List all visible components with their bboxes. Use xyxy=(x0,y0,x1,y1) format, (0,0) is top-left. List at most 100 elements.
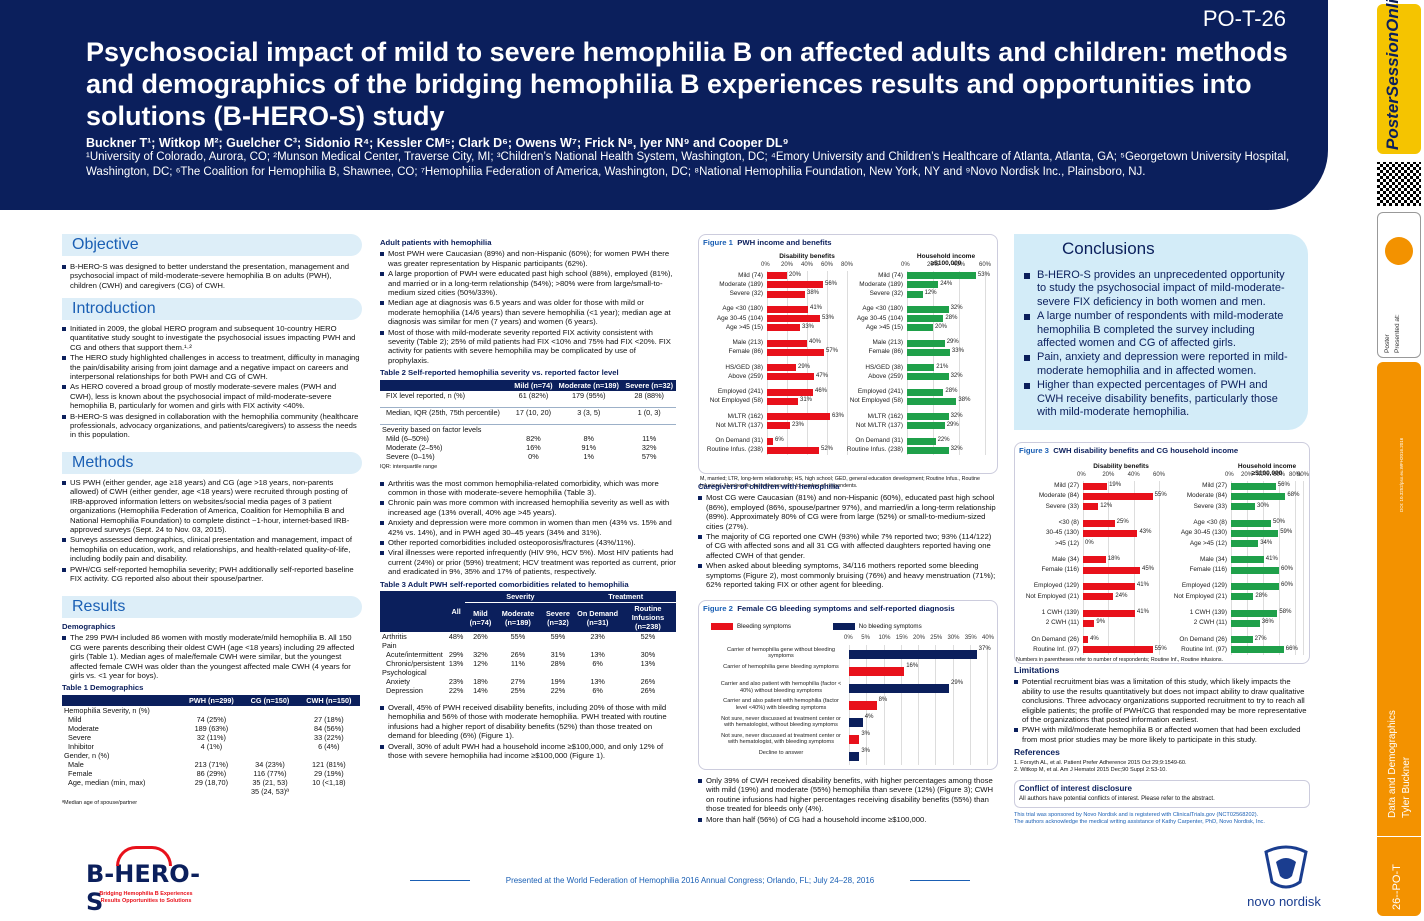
logo-arc xyxy=(116,846,172,866)
bar-value-label: 21% xyxy=(936,363,949,370)
category-label: Employed (129) xyxy=(1033,582,1079,590)
bar xyxy=(1231,540,1259,548)
bar xyxy=(767,364,796,372)
bar-value-label: 28% xyxy=(1255,592,1268,599)
bar xyxy=(1231,529,1279,537)
table-cell: 13% xyxy=(448,659,464,669)
bar-value-label: 29% xyxy=(798,363,811,370)
bar-value-label: 28% xyxy=(945,314,958,321)
table-row: Severity based on factor levels xyxy=(380,425,676,435)
table-cell xyxy=(242,724,297,733)
axis-tick-label: 20% xyxy=(913,635,926,641)
figure1-income-chart: Household income ≥$100,000 0% 20% 40% 60% Mil… xyxy=(847,253,991,455)
bar-value-label: 29% xyxy=(946,421,959,428)
bar-value-label: 30% xyxy=(1257,502,1270,509)
bar xyxy=(767,422,790,430)
axis-tick-label: 40% xyxy=(1257,472,1270,478)
bar-value-label: 33% xyxy=(802,323,815,330)
qr-code-icon[interactable] xyxy=(1377,162,1421,206)
bar-value-label: 25% xyxy=(1116,519,1129,525)
comorbidity-item: Other reported comorbidities included os… xyxy=(380,538,676,547)
category-label: Routine Infus. (238) xyxy=(846,446,903,454)
comorbidity-item: Anxiety and depression were more common … xyxy=(380,518,676,537)
bar xyxy=(907,324,933,332)
category-label: Not M/LTR (137) xyxy=(715,421,763,429)
table1-caption: Table 1 Demographics xyxy=(62,683,144,693)
category-label: Age <30 (8) xyxy=(1193,519,1227,526)
bar xyxy=(907,413,949,421)
category-label: Severe (33) xyxy=(1045,502,1079,510)
table-cell: 13% xyxy=(640,659,656,669)
table-cell xyxy=(242,733,297,742)
bar-value-label: 40% xyxy=(809,339,822,346)
table-cell: Female xyxy=(68,768,93,778)
category-label: Age 30-45 (104) xyxy=(856,314,903,322)
table-header-cell: All xyxy=(446,591,466,633)
table-row: Gender, n (%) xyxy=(62,751,360,760)
results-item: The 299 PWH included 86 women with mostl… xyxy=(62,633,360,680)
figure3: Figure 3 CWH disability benefits and CG … xyxy=(1014,442,1310,664)
category-label: 2 CWH (11) xyxy=(1045,619,1079,627)
bar-value-label: 20% xyxy=(935,323,948,330)
axis-tick-label: 0% xyxy=(844,635,853,641)
table2-note: IQR: interquartile range xyxy=(380,464,438,471)
table-cell xyxy=(575,668,619,677)
category-label: Not sure, never discussed at treatment c… xyxy=(721,732,841,746)
bar-value-label: 45% xyxy=(1142,566,1155,573)
legend-bleeding: Bleeding symptoms xyxy=(737,623,791,631)
category-label: Carrier and also patient with hemophilia… xyxy=(720,681,842,694)
table-header-cell: CG (n=150) xyxy=(242,694,298,706)
table-row: Severe (0–1%) 0% 1% 57% xyxy=(380,452,676,461)
category-label: On Demand (31) xyxy=(715,437,763,445)
bar-value-label: 58% xyxy=(1279,609,1292,615)
category-label: Routine Infus. (238) xyxy=(706,446,763,454)
table-header-cell: Routine Infusions (n=238) xyxy=(619,602,676,633)
methods-item: PWH/CG self-reported hemophilia severity… xyxy=(62,565,360,584)
table-cell: 29 (19%) xyxy=(314,768,344,778)
table-cell: Psychological xyxy=(382,668,427,678)
bar xyxy=(767,290,805,298)
bar-value-label: 37% xyxy=(978,645,991,652)
table3-comorbidities: All Severity Treatment Mild (n=74) Moderate … xyxy=(380,591,676,695)
table-cell xyxy=(620,668,676,677)
figure3-title-text: CWH disability benefits and CG household… xyxy=(1053,446,1239,455)
comorbidity-item: Chronic pain was more common with increa… xyxy=(380,498,676,517)
table-cell: Male xyxy=(68,759,84,769)
chart-title: Disability benefits xyxy=(1093,463,1149,470)
bar xyxy=(849,718,863,728)
figure1: Figure 1 PWH income and benefits Disabil… xyxy=(698,234,998,474)
table-cell: 31% xyxy=(550,650,566,660)
bar-value-label: 56% xyxy=(825,280,838,287)
table-cell xyxy=(242,706,297,715)
sidebar-poster: Poster xyxy=(1384,334,1391,353)
table-cell xyxy=(298,751,360,760)
conclusions-list: B-HERO-S provides an unprecedented oppor… xyxy=(1014,259,1308,419)
table2-severity: Mild (n=74) Moderate (n=189) Severe (n=32)… xyxy=(380,379,676,461)
conclusion-item: Higher than expected percentages of PWH … xyxy=(1024,379,1296,419)
category-label: Not sure, never discussed at treatment c… xyxy=(721,715,841,728)
bar-value-label: 12% xyxy=(1100,502,1113,509)
table-cell: 213 (71%) xyxy=(194,759,229,769)
table-row: 35 (24, 53)ª xyxy=(62,787,360,796)
introduction-item: The HERO study highlighted challenges in… xyxy=(62,353,360,381)
table-cell xyxy=(181,787,243,796)
bar xyxy=(767,388,813,396)
table-header-row: Mild (n=74) Moderate (n=189) Severe (n=32)… xyxy=(380,602,676,633)
table-row: Moderate 189 (63%) 84 (56%) xyxy=(62,724,360,733)
table-header-cell: Mild (n=74) xyxy=(511,379,556,391)
table-cell xyxy=(495,668,540,677)
grid-line xyxy=(883,645,885,765)
axis-tick-label: 20% xyxy=(1102,472,1115,478)
footer: Presented at the World Federation of Hem… xyxy=(410,876,970,885)
conclusion-item: B-HERO-S provides an unprecedented oppor… xyxy=(1024,269,1296,309)
table-cell: 35 (21, 53) xyxy=(252,777,288,787)
conclusion-item: Pain, anxiety and depression were report… xyxy=(1024,351,1296,378)
table3-caption: Table 3 Adult PWH self-reported comorbid… xyxy=(380,579,629,589)
table-cell: Median, IQR (25th, 75th percentile) xyxy=(380,407,512,426)
benefits-item: Overall, 45% of PWH received disability … xyxy=(380,703,676,741)
grid-line xyxy=(907,271,908,455)
bar xyxy=(767,348,824,356)
category-label: 1 CWH (139) xyxy=(1189,609,1227,616)
grid-line xyxy=(1159,481,1160,655)
bar-value-label: 32% xyxy=(950,446,963,453)
